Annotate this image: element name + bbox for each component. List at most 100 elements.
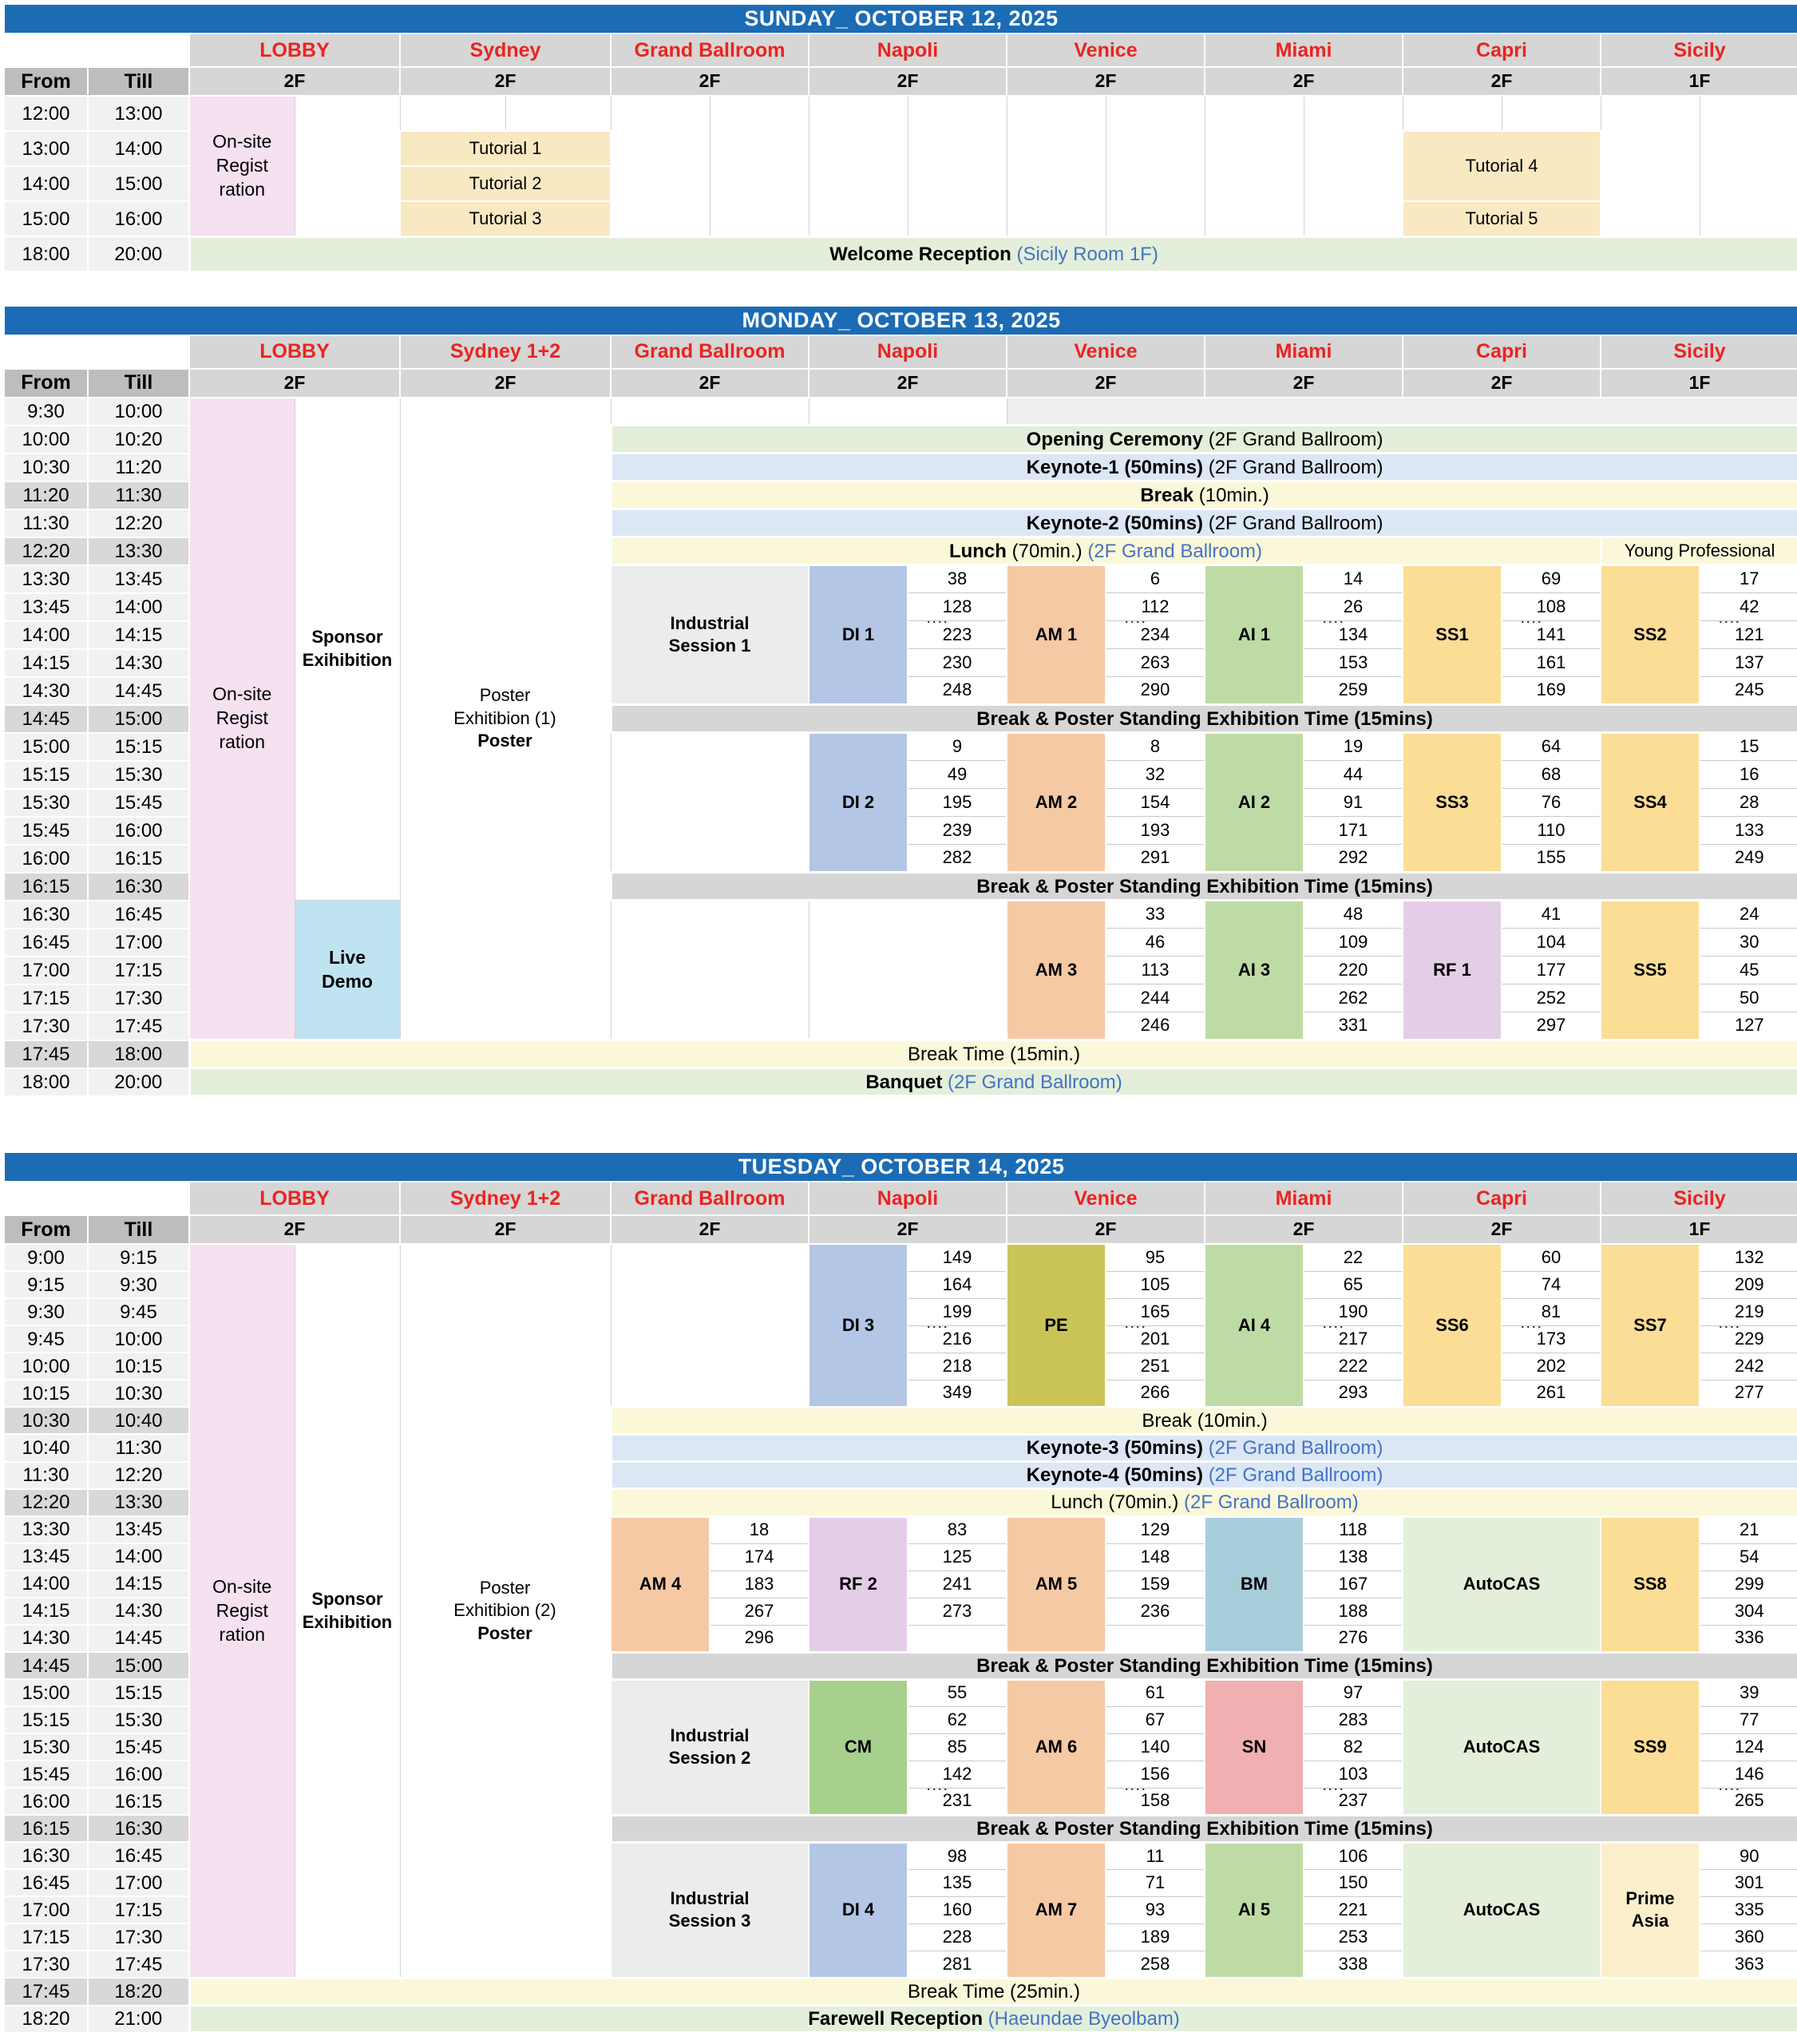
time-cell: 16:00 xyxy=(87,1760,190,1789)
session-code-cell: CM xyxy=(808,1678,908,1816)
paper-number-cell: 76 xyxy=(1501,788,1601,818)
floor-header: 1F xyxy=(1599,1214,1797,1246)
paper-number-cell: 90 xyxy=(1699,1841,1797,1870)
paper-number-cell: 259 xyxy=(1303,676,1403,706)
paper-number-cell: 44 xyxy=(1303,760,1403,790)
event-label-text: DI 3 xyxy=(841,1314,875,1335)
event-label-text: Poster xyxy=(477,731,532,751)
schedule-table-tuesday: TUESDAY_ OCTOBER 14, 2025 LOBBY Sydney 1+2… xyxy=(2,1151,1797,2034)
time-cell: 13:45 xyxy=(87,1515,190,1545)
event-label-text: (2F Grand Ballroom) xyxy=(1203,512,1383,534)
header-row: LOBBY Sydney Grand Ballroom Napoli Venice Mia… xyxy=(3,33,1797,69)
room-name-header: Miami xyxy=(1204,1181,1403,1217)
break-band: Break Time (15min.) xyxy=(188,1039,1797,1070)
event-label-text: AM 2 xyxy=(1035,791,1078,812)
paper-number-cell: 246 xyxy=(1105,1012,1205,1041)
paper-number-cell: 188 xyxy=(1303,1597,1403,1626)
reception-band: Welcome Reception (Sicily Room 1F) xyxy=(188,235,1797,273)
keynote-band: Keynote-3 (50mins) (2F Grand Ballroom) xyxy=(609,1432,1797,1464)
time-cell: 14:15 xyxy=(87,620,190,650)
room-location-text: (2F Grand Ballroom) xyxy=(1087,540,1263,562)
paper-number-cell: 30 xyxy=(1699,928,1797,957)
paper-number-cell: 62 xyxy=(907,1705,1007,1734)
event-label-text: Break xyxy=(1140,484,1194,506)
paper-number-cell: 292 xyxy=(1303,844,1403,873)
more-papers-ellipsis: ···· xyxy=(1125,1325,1148,1334)
time-cell: 11:30 xyxy=(3,508,89,538)
paper-number-cell: 149 xyxy=(907,1243,1007,1272)
paper-number-cell: 161 xyxy=(1501,648,1601,678)
time-slot-row: 10:40 11:30 Keynote-3 (50mins) (2F Grand B… xyxy=(3,1432,1797,1464)
time-cell: 10:30 xyxy=(3,452,89,482)
paper-number-cell: 19 xyxy=(1303,732,1403,762)
time-slot-row: 17:45 18:20 Break Time (25min.) xyxy=(3,1976,1797,2007)
time-cell: 14:45 xyxy=(3,703,89,734)
paper-number-cell: 49 xyxy=(907,760,1007,790)
event-label-text: Break Time (25min.) xyxy=(907,1980,1081,2002)
session-code-cell: AM 2 xyxy=(1006,731,1106,873)
onsite-registration-cell: On-site Regist ration xyxy=(188,1243,295,1979)
break-band: Lunch (70min.) (2F Grand Ballroom) xyxy=(609,1487,1797,1518)
event-label-text: SS2 xyxy=(1633,624,1667,644)
empty-cell xyxy=(610,732,809,873)
poster-exhibition-break-band: Break & Poster Standing Exhibition Time … xyxy=(609,871,1797,902)
paper-number-cell: 291 xyxy=(1105,844,1205,873)
empty-cell xyxy=(1303,95,1403,237)
room-location-text: (2F Grand Ballroom) xyxy=(1184,1491,1359,1514)
paper-number-cell: 142 xyxy=(907,1760,1007,1788)
time-slot-row: 12:20 13:30 Lunch (70min.) (2F Grand Ballr… xyxy=(3,1487,1797,1518)
floor-header: 2F xyxy=(1006,66,1205,97)
paper-number-cell: 293 xyxy=(1303,1379,1403,1408)
time-cell: 10:20 xyxy=(87,424,190,454)
room-name-header: Miami xyxy=(1204,334,1403,370)
paper-number-cell: ···· 223 xyxy=(907,620,1007,650)
session-code-cell: AM 7 xyxy=(1006,1841,1106,1979)
empty-cell xyxy=(1105,95,1205,237)
time-cell: 15:30 xyxy=(3,787,89,818)
time-cell: 15:15 xyxy=(3,759,89,790)
paper-number-cell: 220 xyxy=(1303,956,1403,985)
session-code-cell: RF 2 xyxy=(808,1515,908,1654)
event-label-text: Keynote-1 (50mins) xyxy=(1026,456,1204,478)
time-cell: 10:15 xyxy=(87,1352,190,1381)
session-code-cell: DI 2 xyxy=(808,731,908,873)
time-slot-row: 9:45 10:00 ···· 216 ···· 201 ···· 217 ···· 173 ···… xyxy=(3,1325,1797,1354)
paper-number-cell: 118 xyxy=(1303,1515,1403,1544)
event-label-text: AM 4 xyxy=(639,1573,682,1594)
room-name-header: Sydney xyxy=(399,33,612,69)
more-papers-ellipsis: ···· xyxy=(927,620,950,630)
empty-cell: Sponsor Exihibition xyxy=(294,397,401,901)
room-location-text: (2F Grand Ballroom) xyxy=(1208,1436,1383,1459)
schedule-table-monday: MONDAY_ OCTOBER 13, 2025 LOBBY Sydney 1+2 G… xyxy=(2,304,1797,1098)
event-label-text: AM 3 xyxy=(1035,959,1078,980)
event-label-text: Opening Ceremony xyxy=(1026,428,1204,450)
paper-number-cell: 282 xyxy=(907,844,1007,873)
paper-number-cell: 33 xyxy=(1105,900,1205,929)
time-cell: 16:45 xyxy=(87,899,190,929)
event-label-text: Industrial xyxy=(670,612,750,633)
break-band: Break (10min.) xyxy=(609,480,1797,511)
event-label-text: Exihibition xyxy=(302,649,393,670)
paper-number-cell: 97 xyxy=(1303,1678,1403,1707)
time-cell: 15:15 xyxy=(3,1705,89,1735)
paper-number-cell: 338 xyxy=(1303,1950,1403,1979)
paper-number-cell: 74 xyxy=(1501,1270,1601,1299)
empty-cell xyxy=(294,95,401,237)
paper-number-cell: 165 xyxy=(1105,1297,1205,1326)
paper-number-cell: 83 xyxy=(907,1515,1007,1544)
paper-number-cell: 167 xyxy=(1303,1570,1403,1598)
paper-number-cell: 32 xyxy=(1105,760,1205,790)
floor-header: 2F xyxy=(1006,367,1205,398)
time-cell: 11:30 xyxy=(87,480,190,510)
paper-number-cell: 48 xyxy=(1303,900,1403,929)
paper-number-cell: ···· 234 xyxy=(1105,620,1205,650)
time-slot-row: 14:30 14:45 248 290 259 169 245 xyxy=(3,675,1797,706)
paper-number-cell: ···· 237 xyxy=(1303,1787,1403,1816)
time-cell: 16:15 xyxy=(87,1787,190,1816)
time-cell: 10:00 xyxy=(87,1325,190,1354)
room-name-header: Napoli xyxy=(808,33,1007,69)
time-cell: 18:00 xyxy=(3,236,89,273)
room-name-header: Sydney 1+2 xyxy=(399,334,612,370)
time-slot-row: 14:00 15:00 Tutorial 2 xyxy=(3,165,1797,203)
paper-number-cell: 105 xyxy=(1105,1270,1205,1299)
